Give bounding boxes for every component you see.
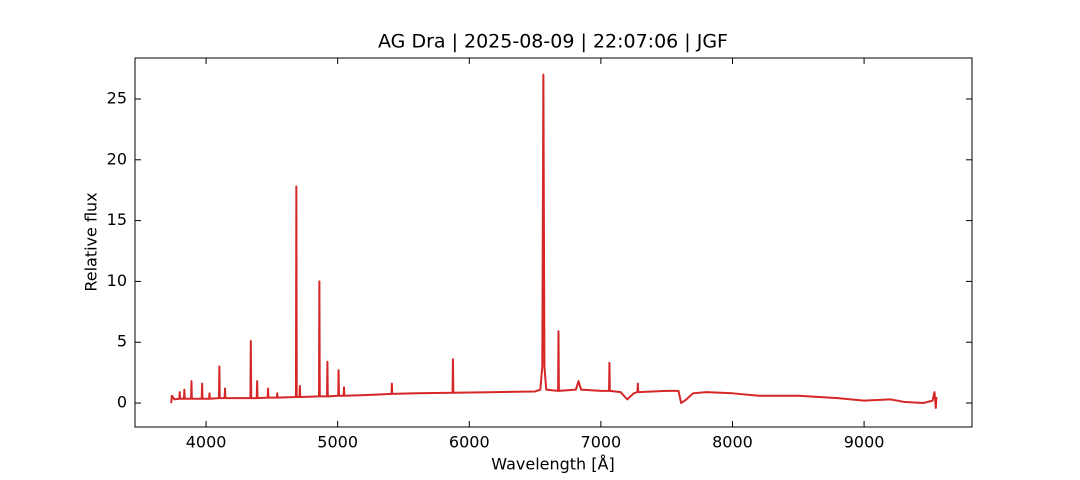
spectrum-line: [170, 73, 938, 409]
y-tick-label: 10: [107, 271, 127, 290]
y-tick-label: 0: [117, 393, 127, 412]
x-tick-label: 5000: [317, 433, 358, 452]
x-axis-label: Wavelength [Å]: [491, 455, 614, 474]
plot-frame: [134, 57, 973, 428]
x-tick-label: 9000: [844, 433, 885, 452]
x-tick-label: 8000: [712, 433, 753, 452]
y-axis-label: Relative flux: [82, 192, 101, 291]
x-tick-label: 7000: [581, 433, 622, 452]
y-tick-label: 15: [107, 210, 127, 229]
y-tick-label: 5: [117, 332, 127, 351]
y-tick-label: 20: [107, 149, 127, 168]
x-tick-label: 4000: [186, 433, 227, 452]
chart-title: AG Dra | 2025-08-09 | 22:07:06 | JGF: [378, 31, 728, 53]
y-tick-label: 25: [107, 88, 127, 107]
x-tick-label: 6000: [449, 433, 490, 452]
